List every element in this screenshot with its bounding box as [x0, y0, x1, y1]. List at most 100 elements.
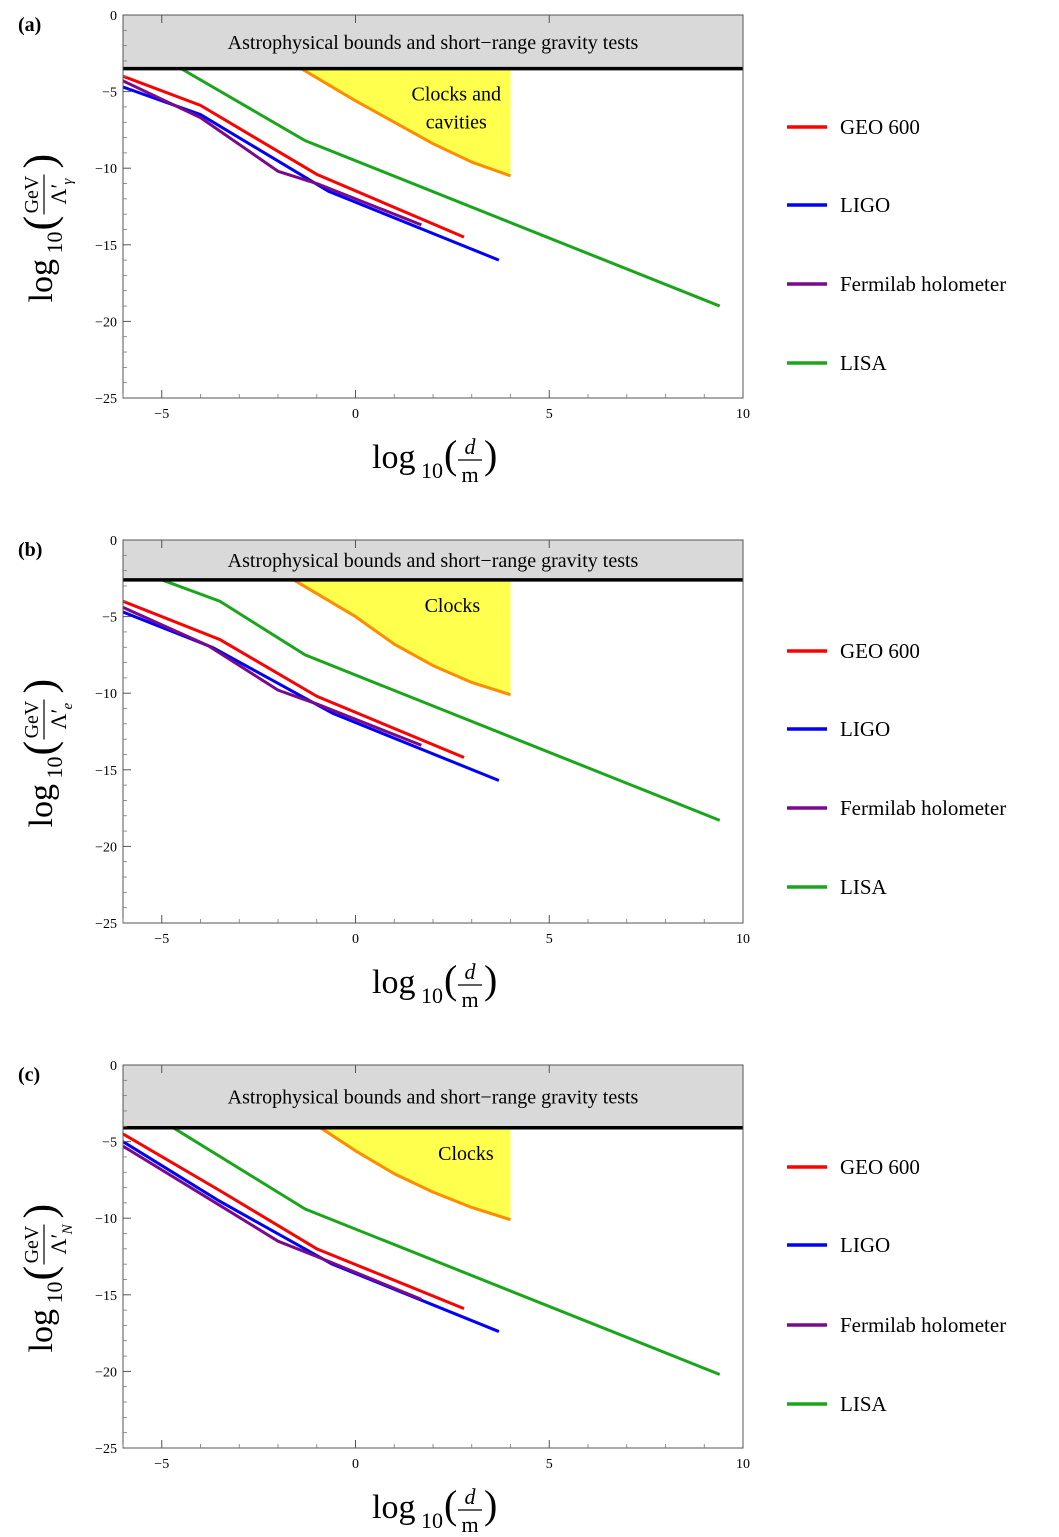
y-tick-label: −25 — [95, 392, 117, 407]
x-tick-label: 0 — [352, 407, 359, 422]
clocks-region-label: Clocks — [425, 595, 481, 617]
legend-label: Fermilab holometer — [840, 272, 1006, 296]
chart-panel-b: Astrophysical bounds and short−range gra… — [15, 534, 1006, 1012]
x-axis-label-sub: 10 — [421, 1508, 443, 1533]
legend-label: LIGO — [840, 1233, 890, 1257]
legend: GEO 600 LIGO Fermilab holometer LISA — [787, 115, 1006, 375]
y-axis-label-log: log — [23, 1309, 60, 1352]
y-tick-label: −10 — [95, 1212, 117, 1227]
x-tick-label: −5 — [154, 1457, 169, 1472]
x-axis-label-log: log — [372, 1489, 415, 1526]
series-line-geo-600 — [123, 599, 465, 759]
shaded-region-label: Astrophysical bounds and short−range gra… — [228, 550, 639, 572]
series-line-lisa — [172, 1126, 721, 1376]
legend: GEO 600 LIGO Fermilab holometer LISA — [787, 1155, 1006, 1416]
y-axis-label-sub: 10 — [42, 232, 67, 254]
legend-label: Fermilab holometer — [840, 796, 1006, 820]
y-axis-label: log 10(GeV Λ′γ) — [15, 154, 76, 303]
y-axis-label-den-sub: N — [60, 1224, 76, 1236]
chart-panel-a: Astrophysical bounds and short−range gra… — [15, 9, 1006, 487]
clocks-region-fill — [293, 579, 511, 695]
x-axis-label-num: d — [465, 434, 477, 459]
x-tick-label: −5 — [154, 932, 169, 947]
x-axis-label-den: m — [461, 1512, 478, 1537]
y-axis-label-num: GeV — [21, 175, 43, 213]
clocks-region-label: Clocks and — [412, 84, 501, 106]
shaded-region — [123, 15, 743, 69]
y-tick-label: −20 — [95, 1365, 117, 1380]
y-tick-label: 0 — [110, 534, 117, 549]
shaded-region — [123, 540, 743, 580]
x-axis-label-log: log — [372, 964, 415, 1001]
shaded-region-label: Astrophysical bounds and short−range gra… — [228, 1086, 639, 1108]
y-tick-label: −20 — [95, 840, 117, 855]
x-axis-label: log 10(dm) — [372, 432, 497, 487]
y-tick-label: −10 — [95, 687, 117, 702]
series-line-lisa — [180, 67, 721, 308]
y-tick-label: −5 — [102, 86, 117, 101]
panel-label: (a) — [18, 14, 41, 36]
x-axis-label-paren: ) — [484, 432, 497, 477]
y-axis-label-den: Λ′ — [46, 1234, 71, 1255]
y-axis-label-sub: 10 — [42, 757, 67, 779]
legend-label: GEO 600 — [840, 1155, 920, 1179]
series-line-fermilab-holometer — [123, 79, 422, 227]
x-axis-label: log 10(dm) — [372, 957, 497, 1012]
series-line-geo-600 — [123, 1132, 465, 1310]
y-tick-label: −25 — [95, 1442, 117, 1457]
clocks-region-label: Clocks — [438, 1143, 494, 1165]
series-line-geo-600 — [123, 74, 465, 239]
legend-label: LISA — [840, 351, 888, 375]
legend: GEO 600 LIGO Fermilab holometer LISA — [787, 639, 1006, 899]
panel-label: (c) — [18, 1064, 40, 1086]
x-tick-label: 5 — [546, 407, 553, 422]
y-tick-label: −10 — [95, 162, 117, 177]
x-tick-label: 10 — [736, 932, 750, 947]
series-line-fermilab-holometer — [123, 1144, 422, 1301]
y-tick-label: −15 — [95, 764, 117, 779]
legend-label: LISA — [840, 875, 888, 899]
panel-label: (b) — [18, 539, 42, 561]
y-axis-label-num: GeV — [21, 700, 43, 738]
x-tick-label: 0 — [352, 1457, 359, 1472]
x-axis-label-paren: ( — [444, 957, 457, 1002]
y-tick-label: 0 — [110, 9, 117, 24]
legend-label: LIGO — [840, 717, 890, 741]
x-tick-label: 0 — [352, 932, 359, 947]
y-axis-label-num: GeV — [21, 1225, 43, 1263]
y-axis-label-paren: ) — [15, 1204, 64, 1219]
y-axis-label-den-sub: γ — [60, 178, 76, 185]
x-tick-label: 10 — [736, 407, 750, 422]
y-axis-label-paren: ( — [15, 216, 64, 231]
clocks-region-fill — [301, 68, 511, 176]
legend-label: LIGO — [840, 193, 890, 217]
legend-label: LISA — [840, 1392, 888, 1416]
y-tick-label: 0 — [110, 1059, 117, 1074]
y-axis-label-sub: 10 — [42, 1282, 67, 1304]
x-axis-label-sub: 10 — [421, 458, 443, 483]
y-axis-label-paren: ( — [15, 741, 64, 756]
x-tick-label: 5 — [546, 932, 553, 947]
y-tick-label: −15 — [95, 1289, 117, 1304]
x-axis-label-sub: 10 — [421, 983, 443, 1008]
y-tick-label: −25 — [95, 917, 117, 932]
x-axis-label: log 10(dm) — [372, 1482, 497, 1537]
series-line-fermilab-holometer — [123, 606, 422, 747]
y-axis-label-paren: ( — [15, 1266, 64, 1281]
legend-label: Fermilab holometer — [840, 1313, 1006, 1337]
x-axis-label-paren: ) — [484, 1482, 497, 1527]
y-axis-label: log 10( GeV Λ′N) — [15, 1204, 76, 1353]
chart-panel-c: Astrophysical bounds and short−range gra… — [15, 1059, 1006, 1537]
x-axis-label-paren: ) — [484, 957, 497, 1002]
y-axis-label-paren: ) — [15, 679, 64, 694]
y-axis-label-log: log — [23, 784, 60, 827]
y-axis-label-paren: ) — [15, 154, 64, 169]
series-line-ligo — [123, 610, 500, 782]
x-tick-label: 5 — [546, 1457, 553, 1472]
clocks-region-boundary — [292, 578, 511, 697]
x-axis-label-den: m — [461, 462, 478, 487]
shaded-region-label: Astrophysical bounds and short−range gra… — [228, 32, 639, 54]
y-tick-label: −5 — [102, 611, 117, 626]
x-axis-label-paren: ( — [444, 1482, 457, 1527]
